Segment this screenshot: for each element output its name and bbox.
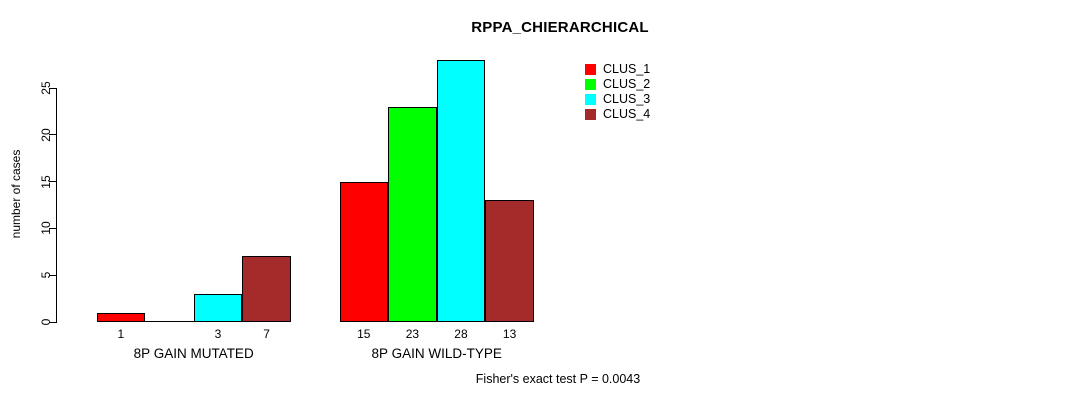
y-axis-tick-label: 15: [39, 174, 53, 189]
y-axis-tick-label: 20: [39, 128, 53, 142]
y-axis-tick: [49, 227, 56, 229]
legend-swatch: [585, 109, 596, 120]
y-axis-tick-label: 5: [39, 271, 53, 279]
legend-swatch: [585, 64, 596, 75]
bar-value-label: 13: [502, 327, 517, 341]
bar-clus-4-8p-gain-mutated: [242, 256, 291, 322]
bar-clus-2-8p-gain-wild-type: [388, 106, 437, 322]
bar-clus-1-8p-gain-mutated: [96, 312, 146, 322]
y-axis-tick-label: 25: [39, 81, 53, 95]
y-axis-tick: [49, 181, 56, 183]
bar-clus-2-8p-gain-mutated-zero: [145, 321, 194, 322]
bar-clus-4-8p-gain-wild-type: [485, 200, 534, 322]
bar-value-label: 7: [263, 327, 270, 341]
bar-value-label: 1: [117, 327, 125, 341]
y-axis-tick-label: 0: [39, 318, 53, 326]
legend-label: CLUS_1: [603, 62, 651, 76]
y-axis-tick: [49, 274, 56, 276]
legend-item-clus-4: CLUS_4: [585, 107, 651, 121]
bar-clus-3-8p-gain-mutated: [193, 293, 243, 322]
legend: CLUS_1 CLUS_2 CLUS_3 CLUS_4: [585, 62, 651, 121]
legend-item-clus-3: CLUS_3: [585, 92, 651, 106]
bar-value-label: 15: [357, 327, 371, 341]
bar-clus-1-8p-gain-wild-type: [339, 181, 389, 322]
x-group-label-8p-gain-mutated: 8P GAIN MUTATED: [133, 346, 254, 361]
bar-value-label: 23: [405, 327, 420, 341]
y-axis-tick-label: 10: [39, 221, 53, 236]
legend-swatch: [585, 79, 596, 90]
y-axis-line: [56, 88, 57, 323]
x-group-label-8p-gain-wild-type: 8P GAIN WILD-TYPE: [371, 346, 502, 361]
legend-label: CLUS_3: [603, 92, 651, 106]
y-axis-tick: [49, 134, 56, 136]
bar-value-label: 28: [454, 327, 468, 341]
bar-value-label: 3: [214, 327, 222, 341]
legend-label: CLUS_4: [603, 107, 651, 121]
legend-item-clus-2: CLUS_2: [585, 77, 651, 91]
legend-swatch: [585, 94, 596, 105]
y-axis-label: number of cases: [9, 149, 23, 239]
bar-clus-3-8p-gain-wild-type: [436, 59, 486, 322]
chart-title: RPPA_CHIERARCHICAL: [471, 19, 649, 36]
y-axis-tick: [49, 87, 56, 89]
y-axis-tick: [49, 321, 56, 323]
annotation-fisher-test: Fisher's exact test P = 0.0043: [475, 372, 641, 386]
legend-item-clus-1: CLUS_1: [585, 62, 651, 76]
legend-label: CLUS_2: [603, 77, 651, 91]
